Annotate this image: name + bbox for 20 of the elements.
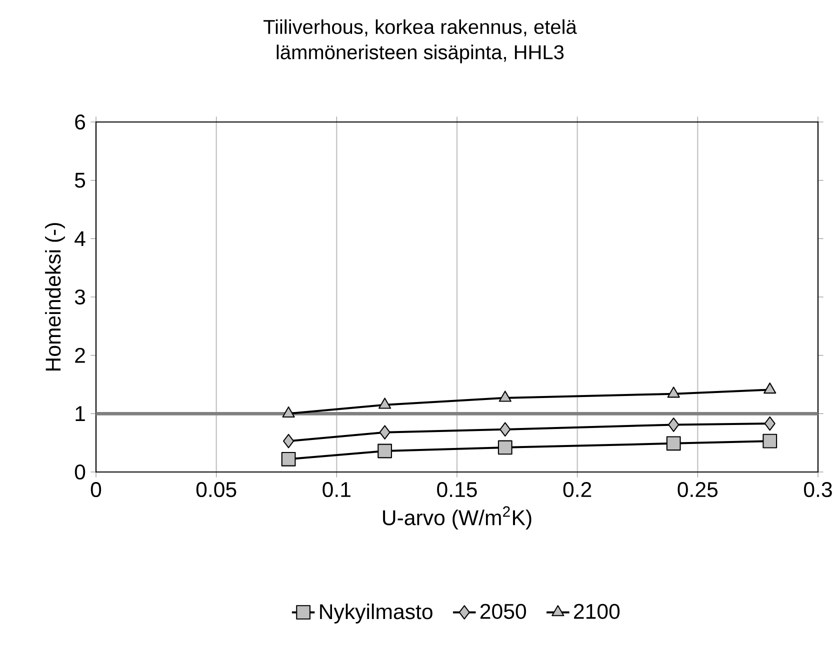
x-tick-label: 0.05	[196, 482, 236, 498]
y-tick-label: 2	[75, 348, 85, 363]
x-tick-label: 0.25	[678, 482, 718, 498]
y-axis-title: Homeindeksi (-)	[45, 223, 65, 371]
x-axis-title: U-arvo (W/m$^{2}$K)	[383, 506, 532, 530]
y-tick-label: 3	[74, 289, 86, 305]
legend-label: Nykyilmasto	[320, 604, 432, 624]
chart-title: Tiiliverhous, korkea rakennus, etelä lämmöneristeen sisäpinta, HHL3	[264, 19, 577, 64]
x-tick-label: 0.15	[437, 482, 477, 498]
y-tick-label: 1	[76, 406, 85, 421]
y-tick-label: 4	[74, 231, 86, 246]
x-tick-label: 0.1	[322, 482, 350, 498]
y-tick-label: 0	[74, 464, 86, 480]
x-tick-label: 0	[90, 482, 102, 498]
legend-label: 2100	[574, 604, 620, 619]
x-tick-label: 0.3	[804, 482, 832, 498]
x-tick-label: 0.2	[563, 482, 592, 498]
legend-label: 2050	[480, 604, 526, 619]
y-tick-label: 6	[75, 114, 86, 130]
y-tick-label: 5	[74, 172, 86, 188]
